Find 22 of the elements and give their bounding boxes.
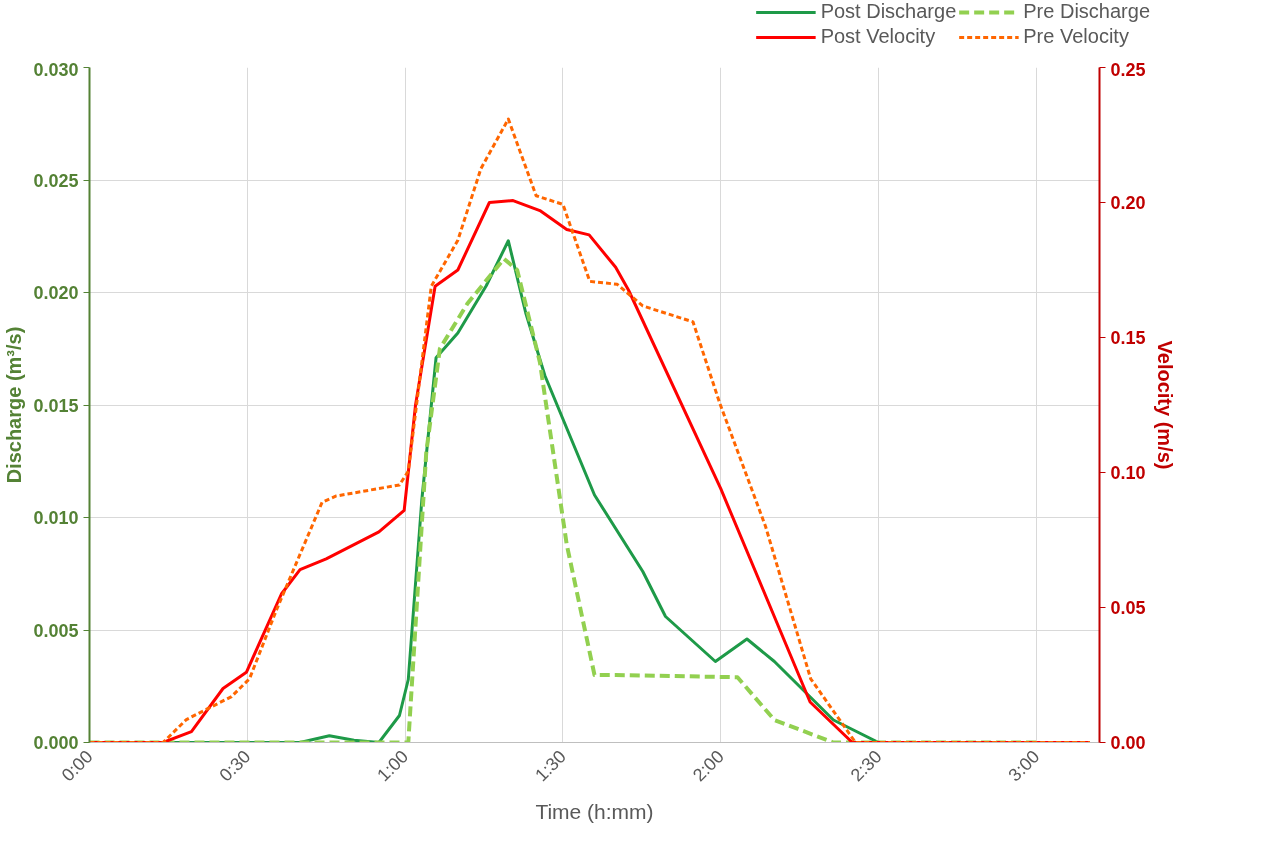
y2-axis-title: Velocity (m/s) <box>1153 340 1176 470</box>
legend-label: Pre Discharge <box>1023 0 1150 23</box>
y-tick-label: 0.015 <box>33 395 79 416</box>
x-axis-title: Time (h:mm) <box>535 800 654 824</box>
y-tick-label: 0.005 <box>33 620 79 641</box>
legend-label: Pre Velocity <box>1023 25 1129 48</box>
y2-tick-label: 0.00 <box>1110 733 1146 753</box>
y2-tick-label: 0.25 <box>1110 59 1146 80</box>
y-tick-label: 0.030 <box>33 59 79 80</box>
x-tick-label: 3:00 <box>1004 746 1044 786</box>
y-axis-title: Discharge (m³/s) <box>3 326 26 484</box>
y2-tick-label: 0.15 <box>1110 328 1146 348</box>
y-tick-label: 0.020 <box>33 283 79 303</box>
x-tick-label: 0:30 <box>215 746 255 786</box>
y-tick-label: 0.010 <box>33 508 79 528</box>
y-tick-label: 0.000 <box>33 733 79 753</box>
y-tick-label: 0.025 <box>33 170 79 191</box>
legend-label: Post Velocity <box>820 25 936 48</box>
y2-tick-label: 0.20 <box>1110 193 1146 213</box>
y2-tick-label: 0.10 <box>1110 463 1146 483</box>
y2-tick-label: 0.05 <box>1110 598 1146 618</box>
legend-label: Post Discharge <box>820 0 957 23</box>
